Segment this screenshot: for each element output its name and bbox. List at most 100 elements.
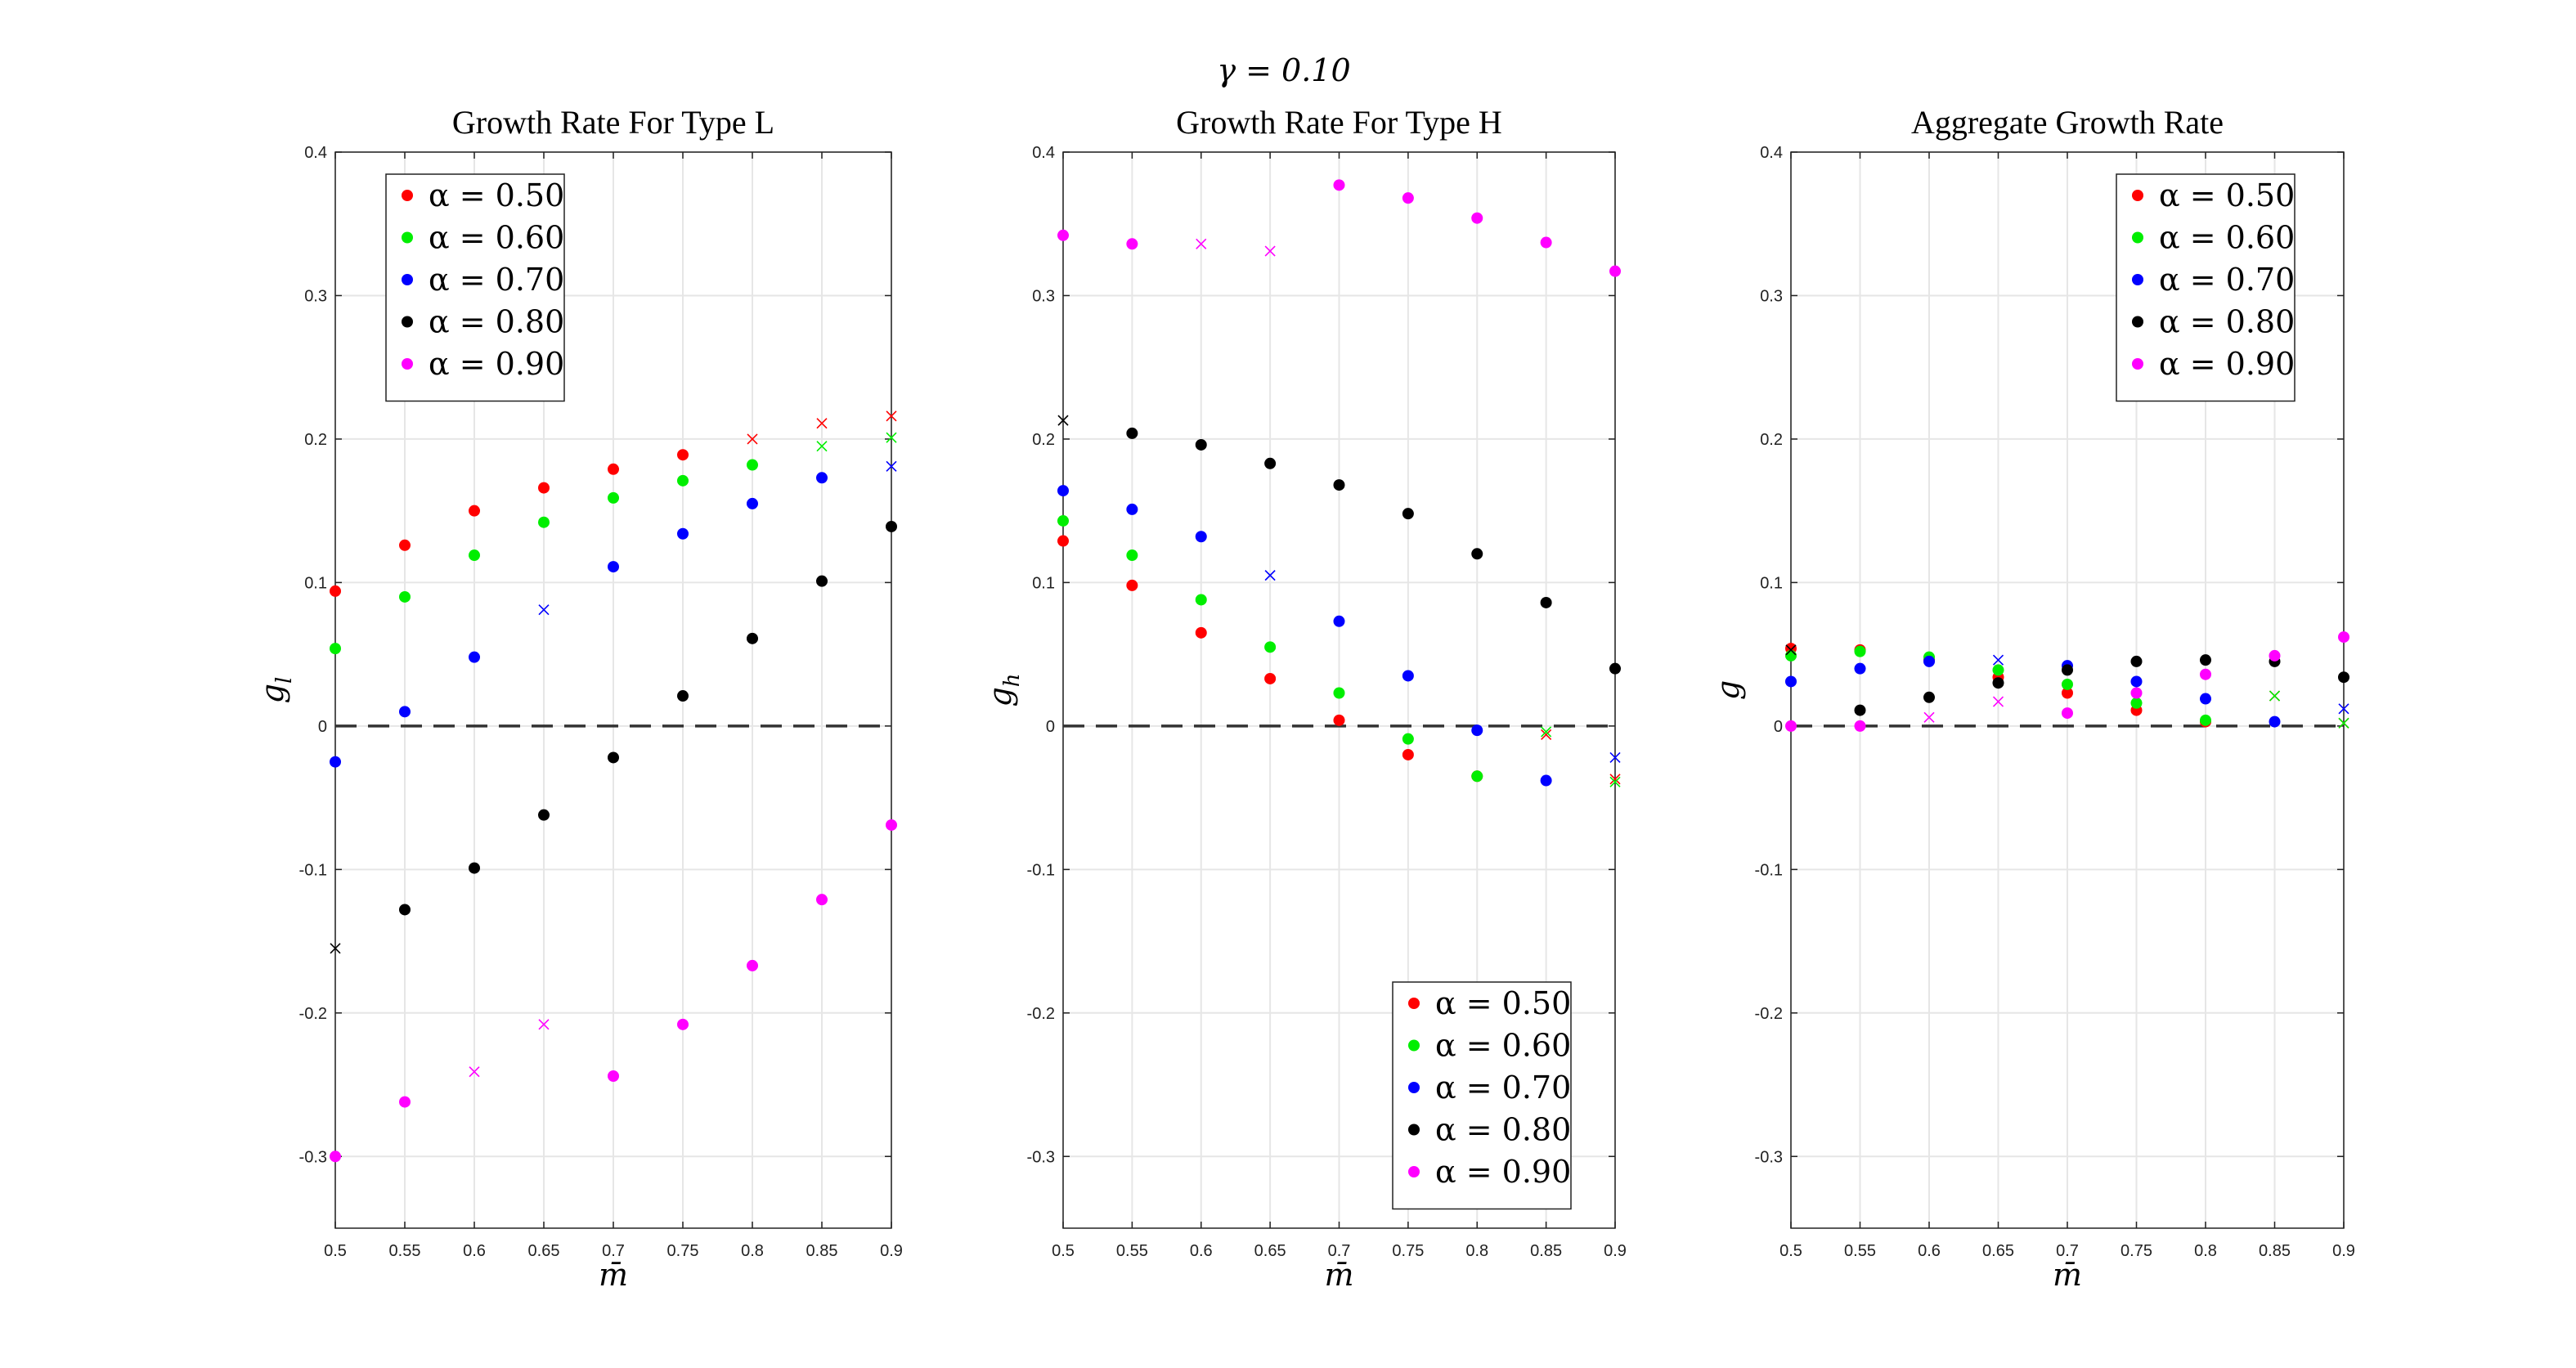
series-4 bbox=[330, 520, 897, 954]
legend-box bbox=[385, 173, 565, 402]
data-point bbox=[677, 474, 689, 487]
legend-label: α = 0.90 bbox=[1435, 1154, 1571, 1190]
x-tick-label: 0.75 bbox=[1392, 1242, 1424, 1260]
cross-point bbox=[1541, 726, 1552, 738]
y-tick-label: -0.1 bbox=[1027, 861, 1055, 879]
data-point bbox=[2062, 707, 2073, 720]
cross-point bbox=[1992, 696, 2004, 707]
data-point bbox=[399, 1096, 411, 1108]
data-point bbox=[1854, 662, 1866, 675]
data-point bbox=[1402, 670, 1414, 682]
data-point bbox=[2130, 697, 2143, 709]
data-point bbox=[1471, 770, 1483, 783]
legend-marker bbox=[1408, 998, 1420, 1009]
y-tick-label: 0 bbox=[318, 718, 327, 736]
data-point bbox=[2269, 715, 2281, 728]
data-point bbox=[1471, 212, 1483, 224]
data-point bbox=[677, 1018, 689, 1030]
series-4 bbox=[1785, 644, 2349, 716]
x-tick-label: 0.85 bbox=[2259, 1242, 2291, 1260]
data-point bbox=[1057, 535, 1069, 547]
x-tick-label: 0.8 bbox=[741, 1242, 764, 1260]
data-point bbox=[608, 1070, 619, 1083]
legend: α = 0.50 α = 0.60 α = 0.70 α = 0.80 α = 0.90 bbox=[1392, 981, 1572, 1210]
data-point bbox=[1609, 265, 1621, 277]
cross-point bbox=[1264, 570, 1276, 581]
data-point bbox=[608, 751, 619, 764]
x-tick-label: 0.65 bbox=[1982, 1242, 2014, 1260]
series-2 bbox=[330, 432, 897, 655]
legend-label: α = 0.70 bbox=[1435, 1070, 1571, 1106]
series-1 bbox=[330, 410, 897, 597]
data-point bbox=[330, 643, 341, 655]
data-point bbox=[1540, 236, 1552, 249]
legend-marker bbox=[1408, 1039, 1420, 1052]
data-point bbox=[1854, 720, 1866, 732]
cross-point bbox=[1264, 245, 1276, 257]
data-point bbox=[886, 520, 897, 532]
legend-label: α = 0.70 bbox=[429, 262, 564, 298]
data-point bbox=[677, 527, 689, 540]
data-point bbox=[469, 862, 480, 874]
cross-point bbox=[538, 604, 550, 616]
data-point bbox=[1333, 479, 1345, 491]
y-tick-label: -0.3 bbox=[299, 1148, 327, 1166]
cross-point bbox=[886, 460, 897, 472]
legend-marker bbox=[402, 358, 413, 370]
cross-point bbox=[1785, 644, 1797, 656]
y-tick-label: 0.3 bbox=[304, 287, 327, 305]
data-point bbox=[538, 809, 550, 821]
panel-3: 0.5 0.55 0.6 0.65 0.7 0.75 0.8 0.85 0.9 -0.3 -0.2 -… bbox=[1710, 104, 2355, 1293]
data-point bbox=[330, 585, 341, 597]
data-point bbox=[1402, 192, 1414, 204]
x-tick-label: 0.6 bbox=[1190, 1242, 1213, 1260]
x-tick-label: 0.5 bbox=[1052, 1242, 1075, 1260]
data-point bbox=[1333, 615, 1345, 627]
data-point bbox=[1923, 655, 1935, 667]
data-point bbox=[1333, 714, 1345, 726]
data-point bbox=[1195, 594, 1207, 606]
data-point bbox=[538, 482, 550, 494]
data-point bbox=[2338, 631, 2349, 644]
legend-marker bbox=[2132, 316, 2143, 328]
data-point bbox=[2062, 687, 2073, 699]
y-tick-label: -0.2 bbox=[1755, 1005, 1783, 1023]
cross-point bbox=[1923, 711, 1935, 723]
legend-label: α = 0.60 bbox=[429, 220, 564, 256]
data-point bbox=[1854, 704, 1866, 716]
y-axis-label-subscript: l bbox=[272, 677, 297, 684]
cross-point bbox=[2338, 703, 2349, 715]
data-point bbox=[2338, 671, 2349, 684]
y-tick-label: -0.3 bbox=[1027, 1148, 1055, 1166]
data-point bbox=[677, 449, 689, 461]
data-point bbox=[330, 756, 341, 768]
data-point bbox=[1057, 485, 1069, 497]
data-point bbox=[886, 819, 897, 831]
y-tick-label: -0.1 bbox=[299, 861, 327, 879]
data-point bbox=[469, 505, 480, 517]
legend-box bbox=[2116, 173, 2296, 402]
cross-point bbox=[1541, 729, 1552, 740]
data-point bbox=[2062, 678, 2073, 690]
series-2 bbox=[1785, 645, 2349, 729]
data-point bbox=[1471, 724, 1483, 737]
series-4 bbox=[1057, 415, 1621, 675]
x-tick-label: 0.9 bbox=[1604, 1242, 1627, 1260]
x-axis-label: m̄ bbox=[599, 1257, 628, 1293]
x-tick-label: 0.55 bbox=[1844, 1242, 1876, 1260]
cross-point bbox=[1609, 776, 1621, 787]
cross-point bbox=[330, 943, 341, 954]
y-tick-label: 0.3 bbox=[1760, 287, 1783, 305]
data-point bbox=[1264, 641, 1277, 653]
x-tick-label: 0.75 bbox=[667, 1242, 699, 1260]
data-point bbox=[2130, 655, 2143, 667]
cross-point bbox=[2269, 690, 2281, 702]
legend-marker bbox=[2132, 274, 2143, 285]
legend: α = 0.50 α = 0.60 α = 0.70 α = 0.80 α = 0.90 bbox=[2116, 173, 2296, 402]
data-point bbox=[1609, 662, 1621, 675]
data-point bbox=[399, 706, 411, 718]
data-point bbox=[747, 497, 758, 509]
data-point bbox=[469, 549, 480, 562]
legend-label: α = 0.50 bbox=[429, 177, 564, 213]
